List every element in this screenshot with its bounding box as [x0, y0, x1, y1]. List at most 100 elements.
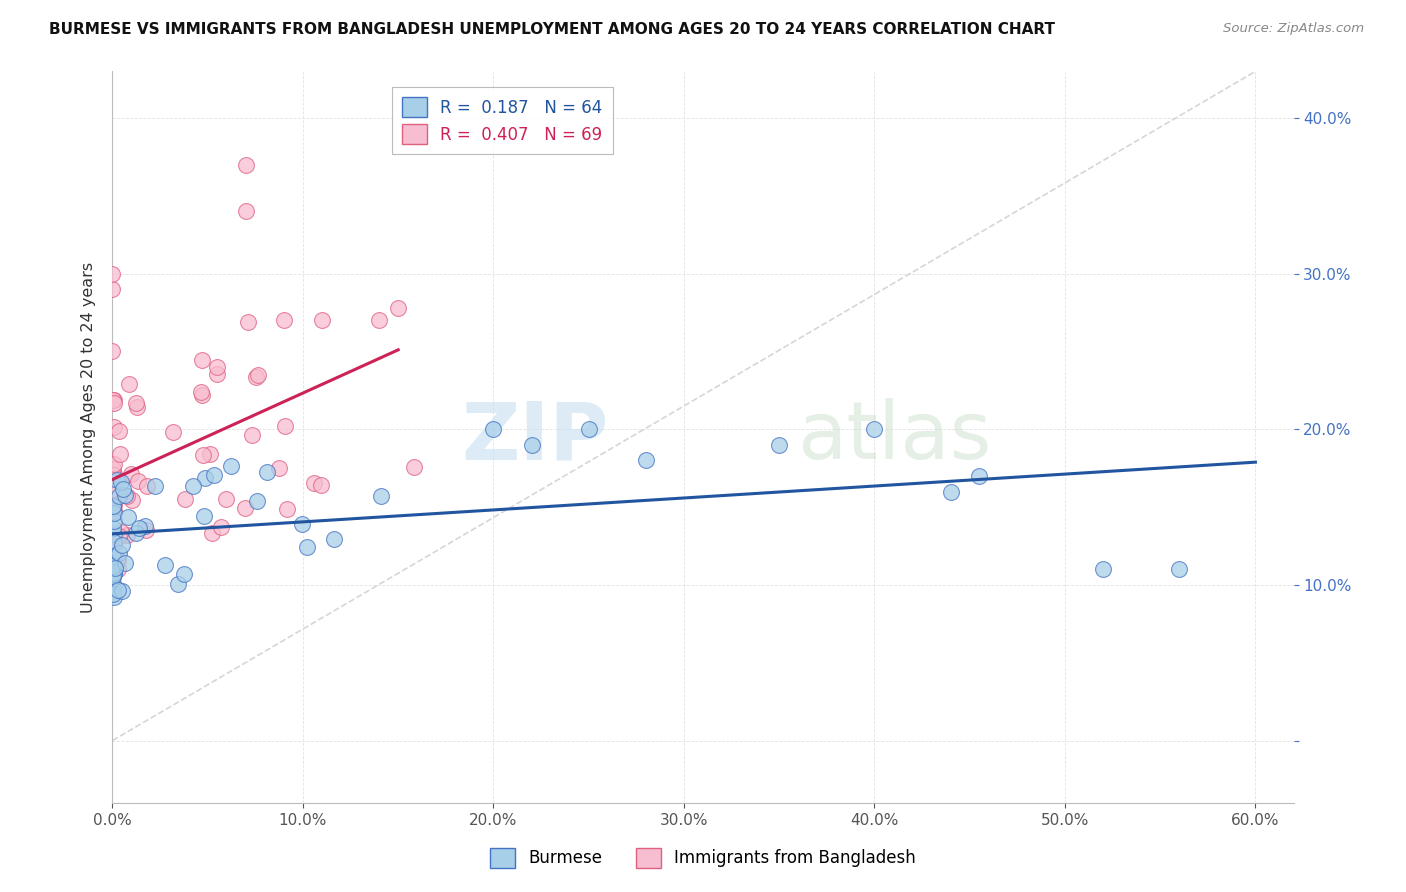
Point: [103, 534, 125, 549]
Point: [104, 561, 127, 575]
Point: [295, 540, 318, 554]
Point: [101, 534, 124, 549]
Point: [103, 536, 125, 550]
Point: [101, 468, 124, 483]
Point: [121, 493, 143, 508]
Point: [117, 510, 139, 524]
Point: [1092, 562, 1115, 576]
Point: [103, 570, 125, 584]
Point: [209, 520, 232, 534]
Point: [111, 583, 134, 598]
Point: [114, 488, 136, 502]
Point: [101, 267, 124, 281]
Point: [101, 550, 124, 565]
Point: [240, 428, 263, 442]
Point: [205, 360, 228, 375]
Point: [370, 489, 392, 503]
Point: [103, 396, 125, 410]
Point: [103, 581, 125, 595]
Point: [107, 562, 129, 576]
Point: [103, 567, 125, 582]
Point: [191, 388, 214, 402]
Point: [215, 492, 238, 507]
Point: [1168, 562, 1191, 576]
Point: [120, 467, 142, 481]
Point: [128, 521, 150, 535]
Point: [173, 566, 195, 581]
Point: [302, 475, 325, 490]
Point: [520, 438, 543, 452]
Point: [103, 458, 125, 472]
Point: [114, 557, 136, 571]
Point: [101, 499, 124, 513]
Point: [101, 499, 124, 513]
Point: [101, 483, 124, 497]
Point: [111, 538, 134, 552]
Point: [233, 501, 256, 516]
Point: [103, 506, 125, 520]
Point: [110, 524, 132, 539]
Point: [101, 558, 124, 572]
Point: [127, 474, 149, 488]
Legend: R =  0.187   N = 64, R =  0.407   N = 69: R = 0.187 N = 64, R = 0.407 N = 69: [392, 87, 613, 154]
Point: [193, 449, 215, 463]
Point: [309, 478, 332, 492]
Point: [101, 549, 124, 564]
Point: [103, 583, 125, 598]
Point: [143, 479, 166, 493]
Text: atlas: atlas: [797, 398, 991, 476]
Point: [127, 400, 149, 414]
Point: [863, 422, 886, 436]
Point: [181, 479, 204, 493]
Point: [219, 458, 242, 473]
Y-axis label: Unemployment Among Ages 20 to 24 years: Unemployment Among Ages 20 to 24 years: [80, 261, 96, 613]
Point: [368, 313, 391, 327]
Text: ZIP: ZIP: [461, 398, 609, 476]
Point: [205, 367, 228, 381]
Point: [103, 498, 125, 512]
Point: [634, 453, 657, 467]
Point: [103, 560, 125, 574]
Point: [134, 518, 156, 533]
Point: [482, 422, 505, 436]
Point: [101, 500, 124, 514]
Point: [135, 523, 157, 537]
Point: [136, 479, 159, 493]
Point: [103, 527, 125, 541]
Point: [323, 533, 346, 547]
Point: [191, 353, 214, 368]
Point: [291, 517, 314, 532]
Point: [101, 521, 124, 535]
Point: [103, 579, 125, 593]
Point: [115, 489, 138, 503]
Point: [101, 569, 124, 583]
Point: [247, 368, 270, 382]
Point: [967, 469, 990, 483]
Point: [103, 420, 125, 434]
Point: [256, 465, 278, 479]
Point: [267, 461, 290, 475]
Point: [174, 491, 197, 506]
Point: [245, 370, 267, 384]
Point: [166, 577, 188, 591]
Point: [105, 554, 128, 568]
Point: [107, 529, 129, 543]
Point: [153, 558, 176, 573]
Point: [103, 467, 125, 481]
Point: [274, 419, 297, 434]
Point: [101, 282, 124, 296]
Point: [108, 424, 131, 438]
Point: [202, 468, 225, 483]
Point: [103, 514, 125, 528]
Point: [103, 536, 125, 550]
Point: [246, 494, 269, 508]
Point: [107, 583, 129, 598]
Point: [311, 313, 333, 327]
Legend: Burmese, Immigrants from Bangladesh: Burmese, Immigrants from Bangladesh: [484, 841, 922, 875]
Point: [939, 484, 962, 499]
Point: [105, 473, 128, 487]
Point: [578, 422, 600, 436]
Point: [404, 460, 426, 475]
Point: [768, 438, 790, 452]
Point: [101, 578, 124, 592]
